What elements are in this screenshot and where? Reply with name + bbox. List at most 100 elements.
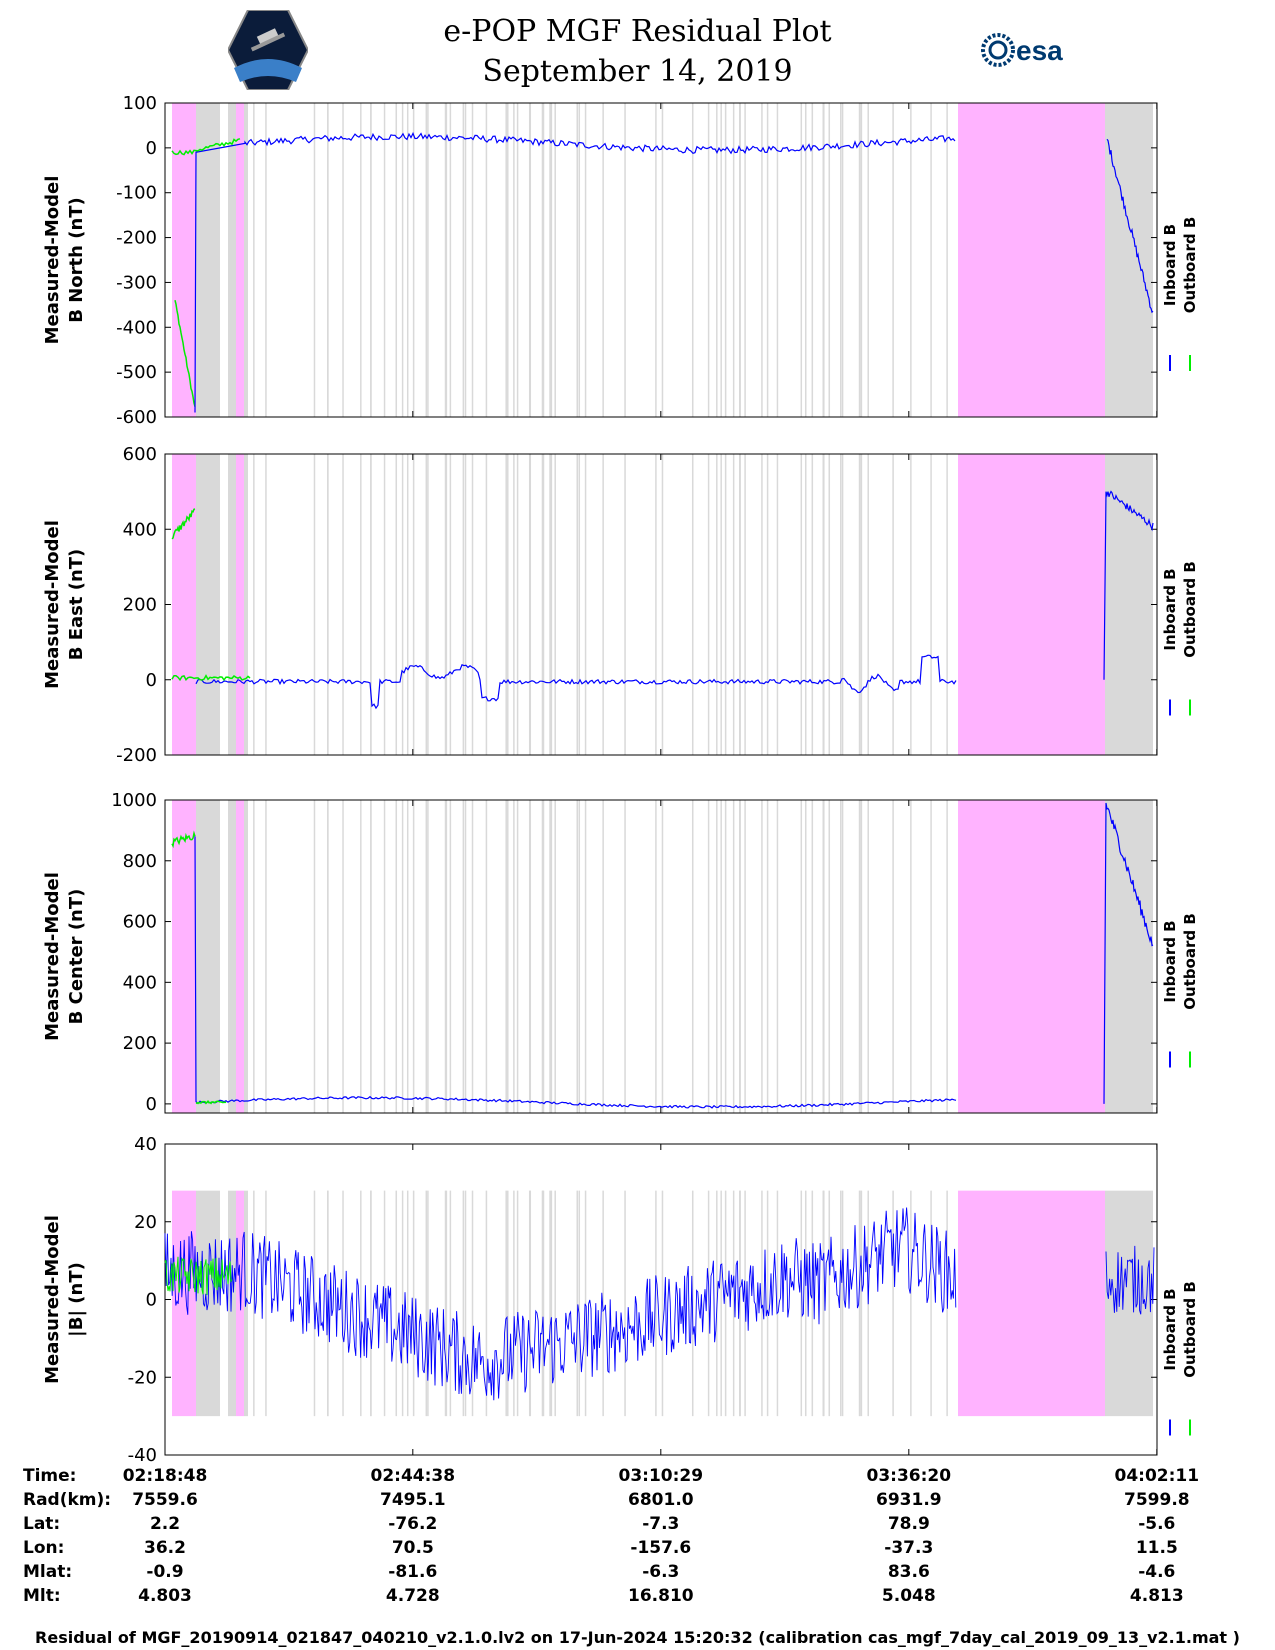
no-data-region [958,454,1105,755]
ephemeris-cell: 4.728 [386,1586,440,1606]
ephemeris-cell: 4.813 [1130,1586,1184,1606]
trace-outboard [174,300,196,407]
y-tick-label: -400 [116,317,157,338]
no-data-region [172,800,196,1113]
no-data-region [236,800,244,1113]
ephemeris-cell: -157.6 [630,1538,691,1558]
ephemeris-cell: 4.803 [138,1586,192,1606]
y-tick-label: -200 [116,228,157,249]
no-data-region [958,103,1105,417]
legend-outboard: Outboard B [1181,1281,1199,1378]
esa-logo-text: esa [1016,35,1063,66]
ephemeris-cell: -6.3 [642,1562,679,1582]
ephemeris-cell: 03:10:29 [619,1466,704,1486]
gap-region [228,800,236,1113]
ephemeris-table: Time: Rad(km): Lat: Lon: Mlat: Mlt: 02:18:48 75… [23,1466,1199,1606]
no-data-region [172,103,196,417]
ephemeris-cell: 7559.6 [132,1490,198,1510]
y-tick-label: 0 [146,138,157,159]
ephemeris-cell: 70.5 [392,1538,434,1558]
no-data-region [958,1190,1105,1417]
ephemeris-cell: -0.9 [146,1562,183,1582]
ephemeris-cell: 04:02:11 [1115,1466,1200,1486]
ephemeris-cell: 02:18:48 [123,1466,208,1486]
ephemeris-row-label: Lon: [23,1538,64,1558]
y-tick-label: 20 [134,1212,157,1233]
trace-outboard [171,830,196,849]
y-tick-label: -300 [116,272,157,293]
chart-title: e-POP MGF Residual Plot [443,14,832,49]
no-data-region [236,103,244,417]
gap-region [228,103,236,417]
ephemeris-row-label: Rad(km): [23,1490,111,1510]
ephemeris-cell: 36.2 [144,1538,186,1558]
ephemeris-cell: -7.3 [642,1514,679,1534]
y-axis-label: Measured-Model [42,520,63,689]
gap-region [196,800,220,1113]
trace-inboard [164,1207,957,1401]
y-tick-label: -100 [116,183,157,204]
y-tick-label: 0 [146,670,157,691]
gap-region [1105,454,1153,755]
ephemeris-cell: -37.3 [884,1538,933,1558]
ephemeris-cell: 2.2 [150,1514,180,1534]
trace-inboard [195,654,957,710]
ephemeris-cell: -76.2 [388,1514,437,1534]
legend-inboard: Inboard B [1161,920,1179,1002]
ephemeris-cell: -5.6 [1138,1514,1175,1534]
no-data-region [172,454,196,755]
legend-outboard: Outboard B [1181,217,1199,314]
y-tick-label: 200 [123,595,157,616]
y-tick-label: 1000 [111,790,157,811]
gap-region [1105,103,1153,417]
no-data-region [958,800,1105,1113]
y-tick-label: 400 [123,519,157,540]
trace-inboard [1103,802,1154,1104]
y-tick-label: -40 [128,1445,157,1466]
trace-outboard [195,1099,227,1105]
panel-2: 600 400 200 0 -200 Measured-Model B East (nT) I… [42,444,1199,766]
ephemeris-cell: 16.810 [628,1586,694,1606]
y-tick-label: 400 [123,972,157,993]
trace-outboard [171,138,241,156]
ephemeris-cell: 7495.1 [380,1490,446,1510]
trace-outboard [171,508,196,540]
y-tick-label: 200 [123,1033,157,1054]
y-tick-label: 600 [123,444,157,465]
chart-date: September 14, 2019 [482,54,793,89]
gap-region [1105,800,1153,1113]
y-tick-label: -600 [116,407,157,428]
ephemeris-cell: 78.9 [888,1514,930,1534]
y-axis-label: Measured-Model [42,872,63,1041]
y-tick-label: 800 [123,851,157,872]
ephemeris-cell: -81.6 [388,1562,437,1582]
panel-1: 100 0 -100 -200 -300 -400 -500 -600 Measured-Mod… [42,93,1199,428]
y-tick-label: 0 [146,1094,157,1115]
ephemeris-cell: 6801.0 [628,1490,694,1510]
legend-inboard: Inboard B [1161,568,1179,650]
no-data-region [236,454,244,755]
y-tick-label: 0 [146,1290,157,1311]
trace-inboard [1103,490,1154,680]
ephemeris-row-label: Time: [23,1466,76,1486]
y-tick-label: 100 [123,93,157,114]
y-axis-label: |B| (nT) [66,1262,87,1337]
gap-region [196,454,220,755]
y-tick-label: -20 [128,1367,157,1388]
y-tick-label: 40 [134,1134,157,1155]
ephemeris-cell: 11.5 [1136,1538,1178,1558]
trace-inboard [1106,138,1154,314]
legend-outboard: Outboard B [1181,561,1199,658]
gap-region [244,103,248,417]
ephemeris-row-label: Lat: [23,1514,60,1534]
gap-region [228,454,236,755]
trace-outboard [164,1256,233,1296]
esa-logo-icon: esa [981,33,1063,67]
gap-region [244,454,248,755]
legend-inboard: Inboard B [1161,224,1179,306]
ephemeris-row-label: Mlt: [23,1586,61,1606]
ephemeris-cell: 5.048 [882,1586,936,1606]
y-axis-label: Measured-Model [42,176,63,345]
ephemeris-cell: 83.6 [888,1562,930,1582]
